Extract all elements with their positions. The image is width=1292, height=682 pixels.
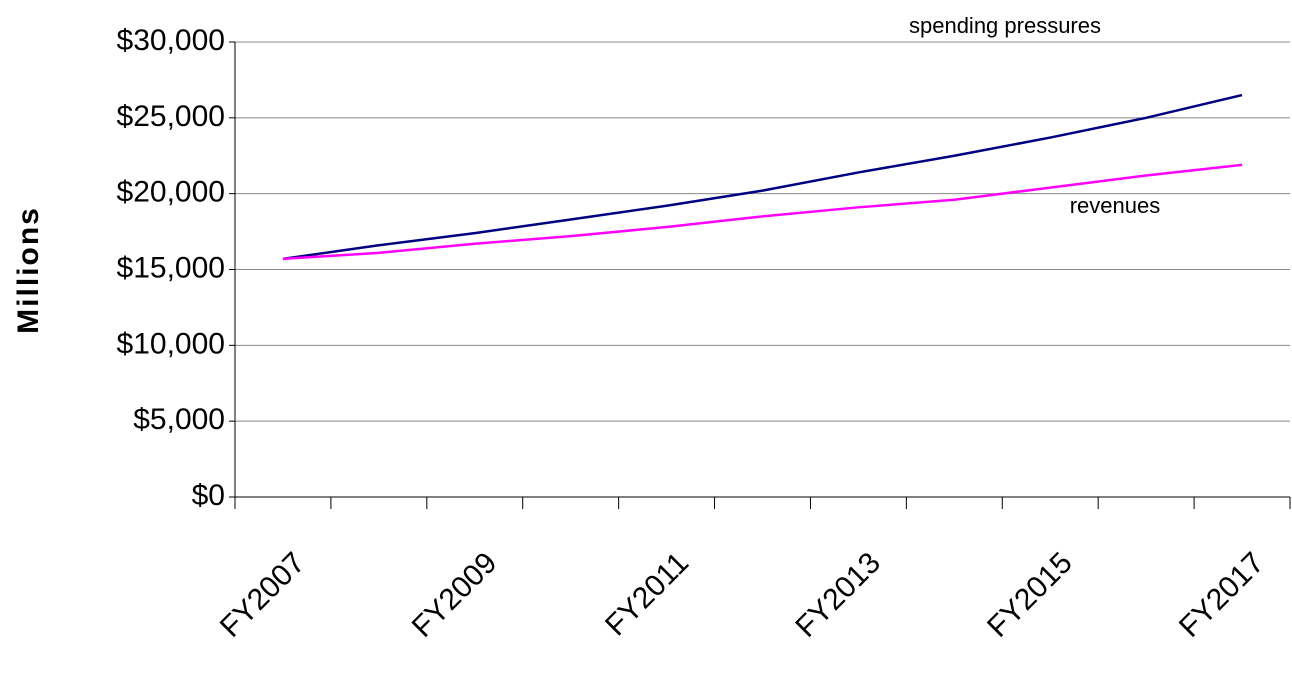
x-tick-label: FY2013 (789, 546, 887, 644)
series-label: revenues (1070, 193, 1161, 218)
y-tick-label: $5,000 (133, 403, 225, 436)
y-tick-label: $20,000 (117, 176, 225, 209)
x-tick-label: FY2017 (1173, 546, 1271, 644)
x-tick-label: FY2007 (214, 546, 312, 644)
y-tick-label: $10,000 (117, 327, 225, 360)
y-tick-label: $0 (192, 479, 225, 512)
y-tick-label: $15,000 (117, 251, 225, 284)
y-axis-label: Millions (12, 206, 45, 334)
y-tick-label: $25,000 (117, 100, 225, 133)
series-label: spending pressures (909, 13, 1101, 38)
x-tick-label: FY2009 (406, 546, 504, 644)
x-tick-label: FY2015 (981, 546, 1079, 644)
series-line (282, 93, 1243, 261)
series-line (282, 163, 1243, 261)
y-tick-label: $30,000 (117, 24, 225, 57)
x-tick-label: FY2011 (599, 546, 695, 642)
